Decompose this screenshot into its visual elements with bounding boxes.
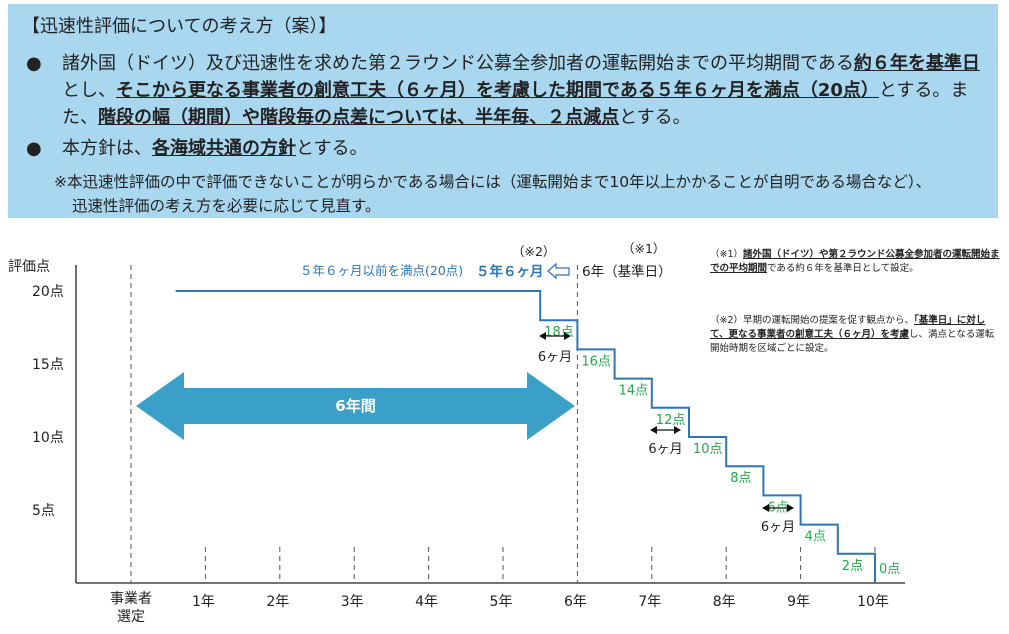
base-date-label: 6年（基準日）	[582, 263, 672, 280]
step-score-label: 4点	[805, 530, 826, 545]
six-month-label: 6ヶ月	[648, 442, 682, 457]
review-note-line-2: 迅速性評価の考え方を必要に応じて見直す。	[72, 197, 381, 215]
side-note-2: （※2）早期の運転開始の提案を促す観点から、「基準日」に対して、更なる事業者の創…	[710, 314, 1000, 356]
side-note-2-intro: 早期の運転開始の提案を促す観点から、	[743, 315, 915, 326]
bullet1-segment: 諸外国（ドイツ）及び迅速性を求めた第２ラウンド公募全参加者の運転開始までの平均期…	[62, 53, 854, 74]
x-tick-label: 10年	[857, 594, 889, 610]
y-tick-label: 10点	[32, 430, 64, 446]
bullet2-segment: 本方針は、	[62, 138, 152, 159]
step-score-label: 0点	[879, 562, 900, 577]
bullet1-segment: とする。また、	[62, 80, 969, 128]
x-tick-label: 3年	[341, 594, 364, 610]
side-note-1: （※1）諸外国（ドイツ）や第２ラウンド公募全参加者の運転開始までの平均期間である…	[710, 248, 1000, 276]
step-score-label: 18点	[544, 325, 574, 340]
bullet2-segment: とする。	[296, 138, 368, 159]
score-step-line	[175, 290, 876, 583]
six-month-arrow-left-head	[650, 426, 657, 434]
bullet-1-text: 諸外国（ドイツ）及び迅速性を求めた第２ラウンド公募全参加者の運転開始までの平均期…	[62, 50, 992, 131]
step-score-label: 14点	[619, 384, 649, 399]
x-tick-label: 事業者	[110, 591, 152, 607]
bullet1-segment: そこから更なる事業者の創意工夫（６ヶ月）を考慮した期間である５年６ヶ月を満点（2…	[116, 80, 879, 101]
bullet1-segment: とし、	[62, 80, 116, 101]
x-tick-label: 9年	[787, 594, 810, 610]
six-month-label: 6ヶ月	[538, 350, 572, 365]
review-note: ※本迅速性評価の中で評価できないことが明らかである場合には（運転開始まで10年以…	[54, 170, 1004, 218]
x-tick-label: 1年	[192, 594, 215, 610]
bullet2-segment: 各海域共通の方針	[152, 138, 296, 159]
y-tick-label: 20点	[32, 284, 64, 300]
full-score-date: ５年６ヶ月	[476, 263, 544, 280]
six-month-arrow-left-head	[539, 332, 546, 340]
x-tick-label: 5年	[490, 594, 513, 610]
note-mark-2: （※2）	[512, 244, 555, 259]
side-note-1-mark: （※1）	[710, 249, 744, 260]
y-tick-label: 5点	[32, 503, 55, 519]
review-note-line-1: ※本迅速性評価の中で評価できないことが明らかである場合には（運転開始まで10年以…	[54, 173, 932, 191]
six-month-label: 6ヶ月	[761, 520, 795, 535]
y-axis-title: 評価点	[8, 259, 50, 275]
bullet1-segment: とする。	[619, 107, 691, 128]
side-note-1-emphasis: 諸外国（ドイツ）や第２ラウンド公募全参加者の運転開始までの平均期間	[710, 249, 1000, 274]
side-note-1-text: である約６年を基準日として設定。	[767, 263, 919, 274]
x-tick-label: 2年	[266, 594, 289, 610]
x-tick-label: 選定	[117, 609, 145, 625]
full-score-text: ５年６ヶ月以前を満点(20点)	[300, 263, 463, 278]
x-tick-label: 4年	[415, 594, 438, 610]
side-note-2-text: し、満点となる運転開始時期を区域ごとに設定。	[710, 329, 995, 354]
bullet-dot-icon: ●	[26, 53, 42, 74]
side-note-2-emphasis: 「基準日」に対して、更なる事業者の創意工夫（６ヶ月）を考慮	[710, 315, 986, 340]
y-tick-label: 15点	[32, 357, 64, 373]
bullet1-segment: 約６年を基準日	[853, 53, 980, 74]
arrow-left-icon	[547, 262, 570, 280]
bullet-dot-icon: ●	[26, 138, 42, 159]
six-month-arrow-right-head	[564, 332, 571, 340]
x-tick-label: 7年	[638, 594, 661, 610]
panel-heading: 【迅速性評価についての考え方（案）】	[22, 16, 337, 37]
step-score-label: 2点	[842, 559, 863, 574]
six-month-arrow-right-head	[787, 504, 794, 512]
x-tick-label: 6年	[564, 594, 587, 610]
step-score-label: 12点	[656, 413, 686, 428]
note-mark-1: （※1）	[622, 241, 665, 256]
band-label: 6年間	[335, 397, 375, 415]
step-score-label: 8点	[730, 471, 751, 486]
explanation-panel: 【迅速性評価についての考え方（案）】 ● 諸外国（ドイツ）及び迅速性を求めた第２…	[8, 4, 998, 218]
step-score-label: 10点	[693, 442, 723, 457]
side-note-2-mark: （※2）	[710, 315, 744, 326]
six-year-band-arrow	[136, 372, 575, 440]
x-tick-label: 8年	[713, 594, 736, 610]
six-month-arrow-left-head	[762, 504, 769, 512]
step-score-label: 16点	[581, 354, 611, 369]
bullet-2-text: 本方針は、各海域共通の方針とする。	[62, 135, 992, 162]
bullet1-segment: 階段の幅（期間）や階段毎の点差については、半年毎、２点減点	[98, 107, 620, 128]
six-month-arrow-right-head	[674, 426, 681, 434]
